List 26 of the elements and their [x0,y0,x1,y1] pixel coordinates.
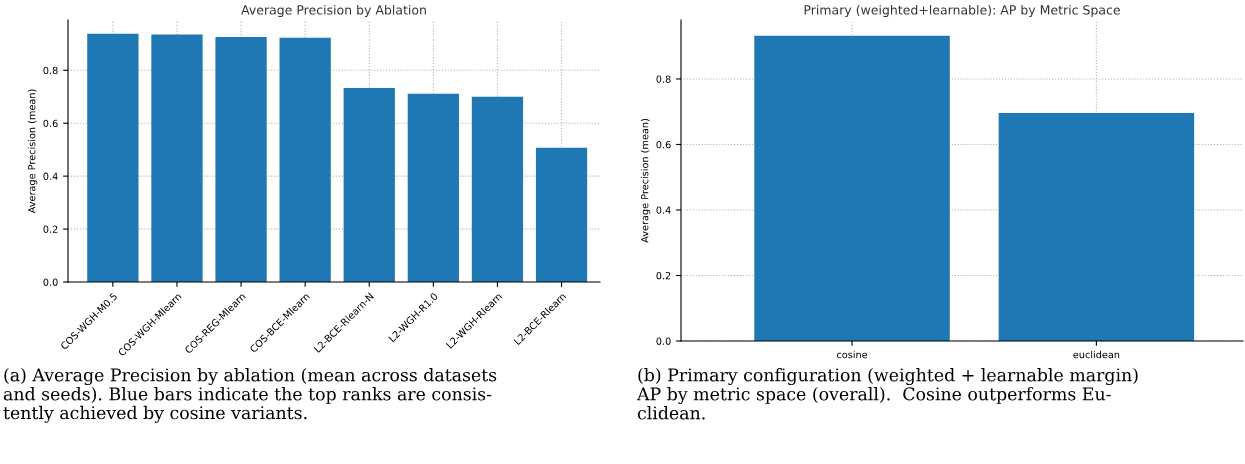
bar [471,96,524,282]
y-tick-label: 0.8 [43,66,58,75]
y-tick-label: 0.6 [656,140,671,149]
y-tick-label: 0.8 [656,75,671,83]
bar [407,93,459,282]
x-tick-label: cosine [836,350,868,359]
bar [151,34,203,282]
y-tick-label: 0.2 [656,271,671,280]
x-tick-label: euclidean [1073,350,1120,359]
y-tick-label: 0.6 [43,119,58,128]
y-tick-label: 0.4 [43,172,58,180]
bar [87,33,139,282]
text: (b) Primary configuration (weighted + learnable margin) AP by metric space (overall). Cosine outperforms Eu- clidean. [636,368,1138,420]
chart-title: Average Precision by Ablation [241,4,426,18]
y-axis-title: Average Precision (mean) [27,89,38,214]
text: (a) Average Precision by ablation (mean across datasets and seeds). Blue bars indicate the top ranks are consis- tently achieved by cosine variants. [3,368,497,423]
chart-title: Primary (weighted+learnable): AP by Metric Space [804,4,1120,18]
y-tick-label: 0.0 [43,278,58,286]
bar [343,88,395,282]
y-tick-label: 0.2 [43,225,58,233]
y-axis-title: Average Precision (mean) [640,119,651,243]
y-tick-label: 0.0 [656,337,671,345]
y-tick-label: 0.4 [656,206,671,214]
bar [535,147,588,282]
bar [279,37,331,282]
bar [215,36,267,282]
